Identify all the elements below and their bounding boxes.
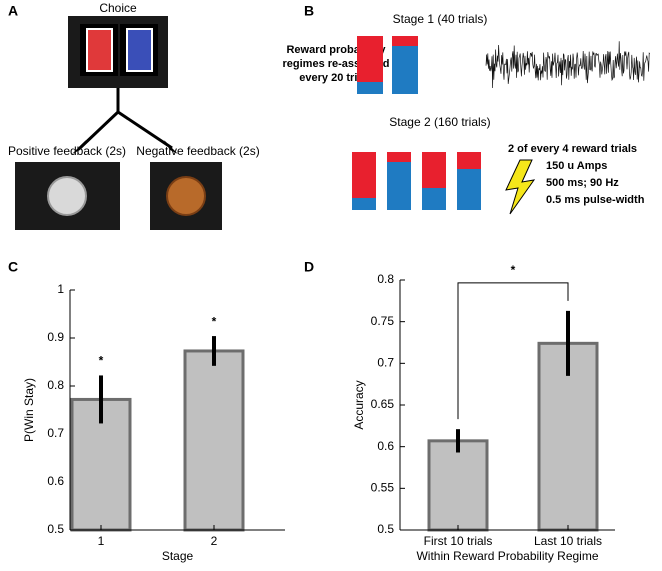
y-tick-label: 1: [57, 282, 64, 296]
x-tick-label: 2: [211, 534, 218, 548]
stage2-title: Stage 2 (160 trials): [389, 115, 490, 129]
panel-label: C: [8, 259, 18, 275]
regime-note: every 20 trials: [299, 72, 372, 84]
blue-block: [387, 162, 411, 210]
stim-text: 0.5 ms pulse-width: [546, 194, 645, 206]
blue-block: [422, 188, 446, 210]
y-axis-label: P(Win Stay): [22, 378, 36, 442]
stim-text: 2 of every 4 reward trials: [508, 143, 637, 155]
red-card: [86, 28, 113, 72]
bar: [183, 349, 245, 532]
stim-text: 150 u Amps: [546, 160, 607, 172]
y-tick-label: 0.8: [377, 272, 394, 286]
significance: *: [212, 314, 217, 328]
red-block: [387, 152, 411, 162]
choice-title: Choice: [99, 1, 137, 15]
red-block: [392, 36, 418, 46]
y-tick-label: 0.5: [47, 522, 64, 536]
x-tick-label: 1: [98, 534, 105, 548]
x-tick-label: Last 10 trials: [534, 534, 602, 548]
y-tick-label: 0.7: [377, 356, 394, 370]
y-tick-label: 0.5: [377, 522, 394, 536]
penny: [166, 176, 206, 216]
red-block: [357, 36, 383, 82]
positive-label: Positive feedback (2s): [8, 144, 126, 158]
y-tick-label: 0.8: [47, 378, 64, 392]
bracket: [457, 282, 569, 420]
red-block: [422, 152, 446, 188]
y-tick-label: 0.75: [371, 314, 395, 328]
y-tick-label: 0.7: [47, 426, 64, 440]
x-tick-label: First 10 trials: [424, 534, 493, 548]
panel-label: B: [304, 3, 314, 19]
blue-card: [126, 28, 153, 72]
y-tick-label: 0.6: [47, 474, 64, 488]
arrows: [78, 88, 173, 150]
neural-trace: [485, 41, 651, 89]
blue-block: [392, 46, 418, 94]
x-axis-label: Within Reward Probability Regime: [416, 549, 598, 563]
y-tick-label: 0.65: [371, 397, 395, 411]
red-block: [457, 152, 481, 169]
bar: [427, 439, 489, 532]
y-axis-label: Accuracy: [352, 380, 366, 429]
lightning: [505, 159, 536, 215]
blue-block: [357, 82, 383, 94]
quarter: [47, 176, 87, 216]
panel-label: D: [304, 259, 314, 275]
y-tick-label: 0.9: [47, 330, 64, 344]
y-tick-label: 0.55: [371, 481, 395, 495]
x-axis-label: Stage: [162, 549, 194, 563]
stim-text: 500 ms; 90 Hz: [546, 177, 619, 189]
panel-label: A: [8, 3, 18, 19]
blue-block: [457, 169, 481, 210]
y-tick-label: 0.6: [377, 439, 394, 453]
blue-block: [352, 198, 376, 210]
stage1-title: Stage 1 (40 trials): [393, 12, 488, 26]
significance: *: [511, 263, 516, 277]
red-block: [352, 152, 376, 198]
significance: *: [99, 354, 104, 368]
negative-label: Negative feedback (2s): [136, 144, 259, 158]
